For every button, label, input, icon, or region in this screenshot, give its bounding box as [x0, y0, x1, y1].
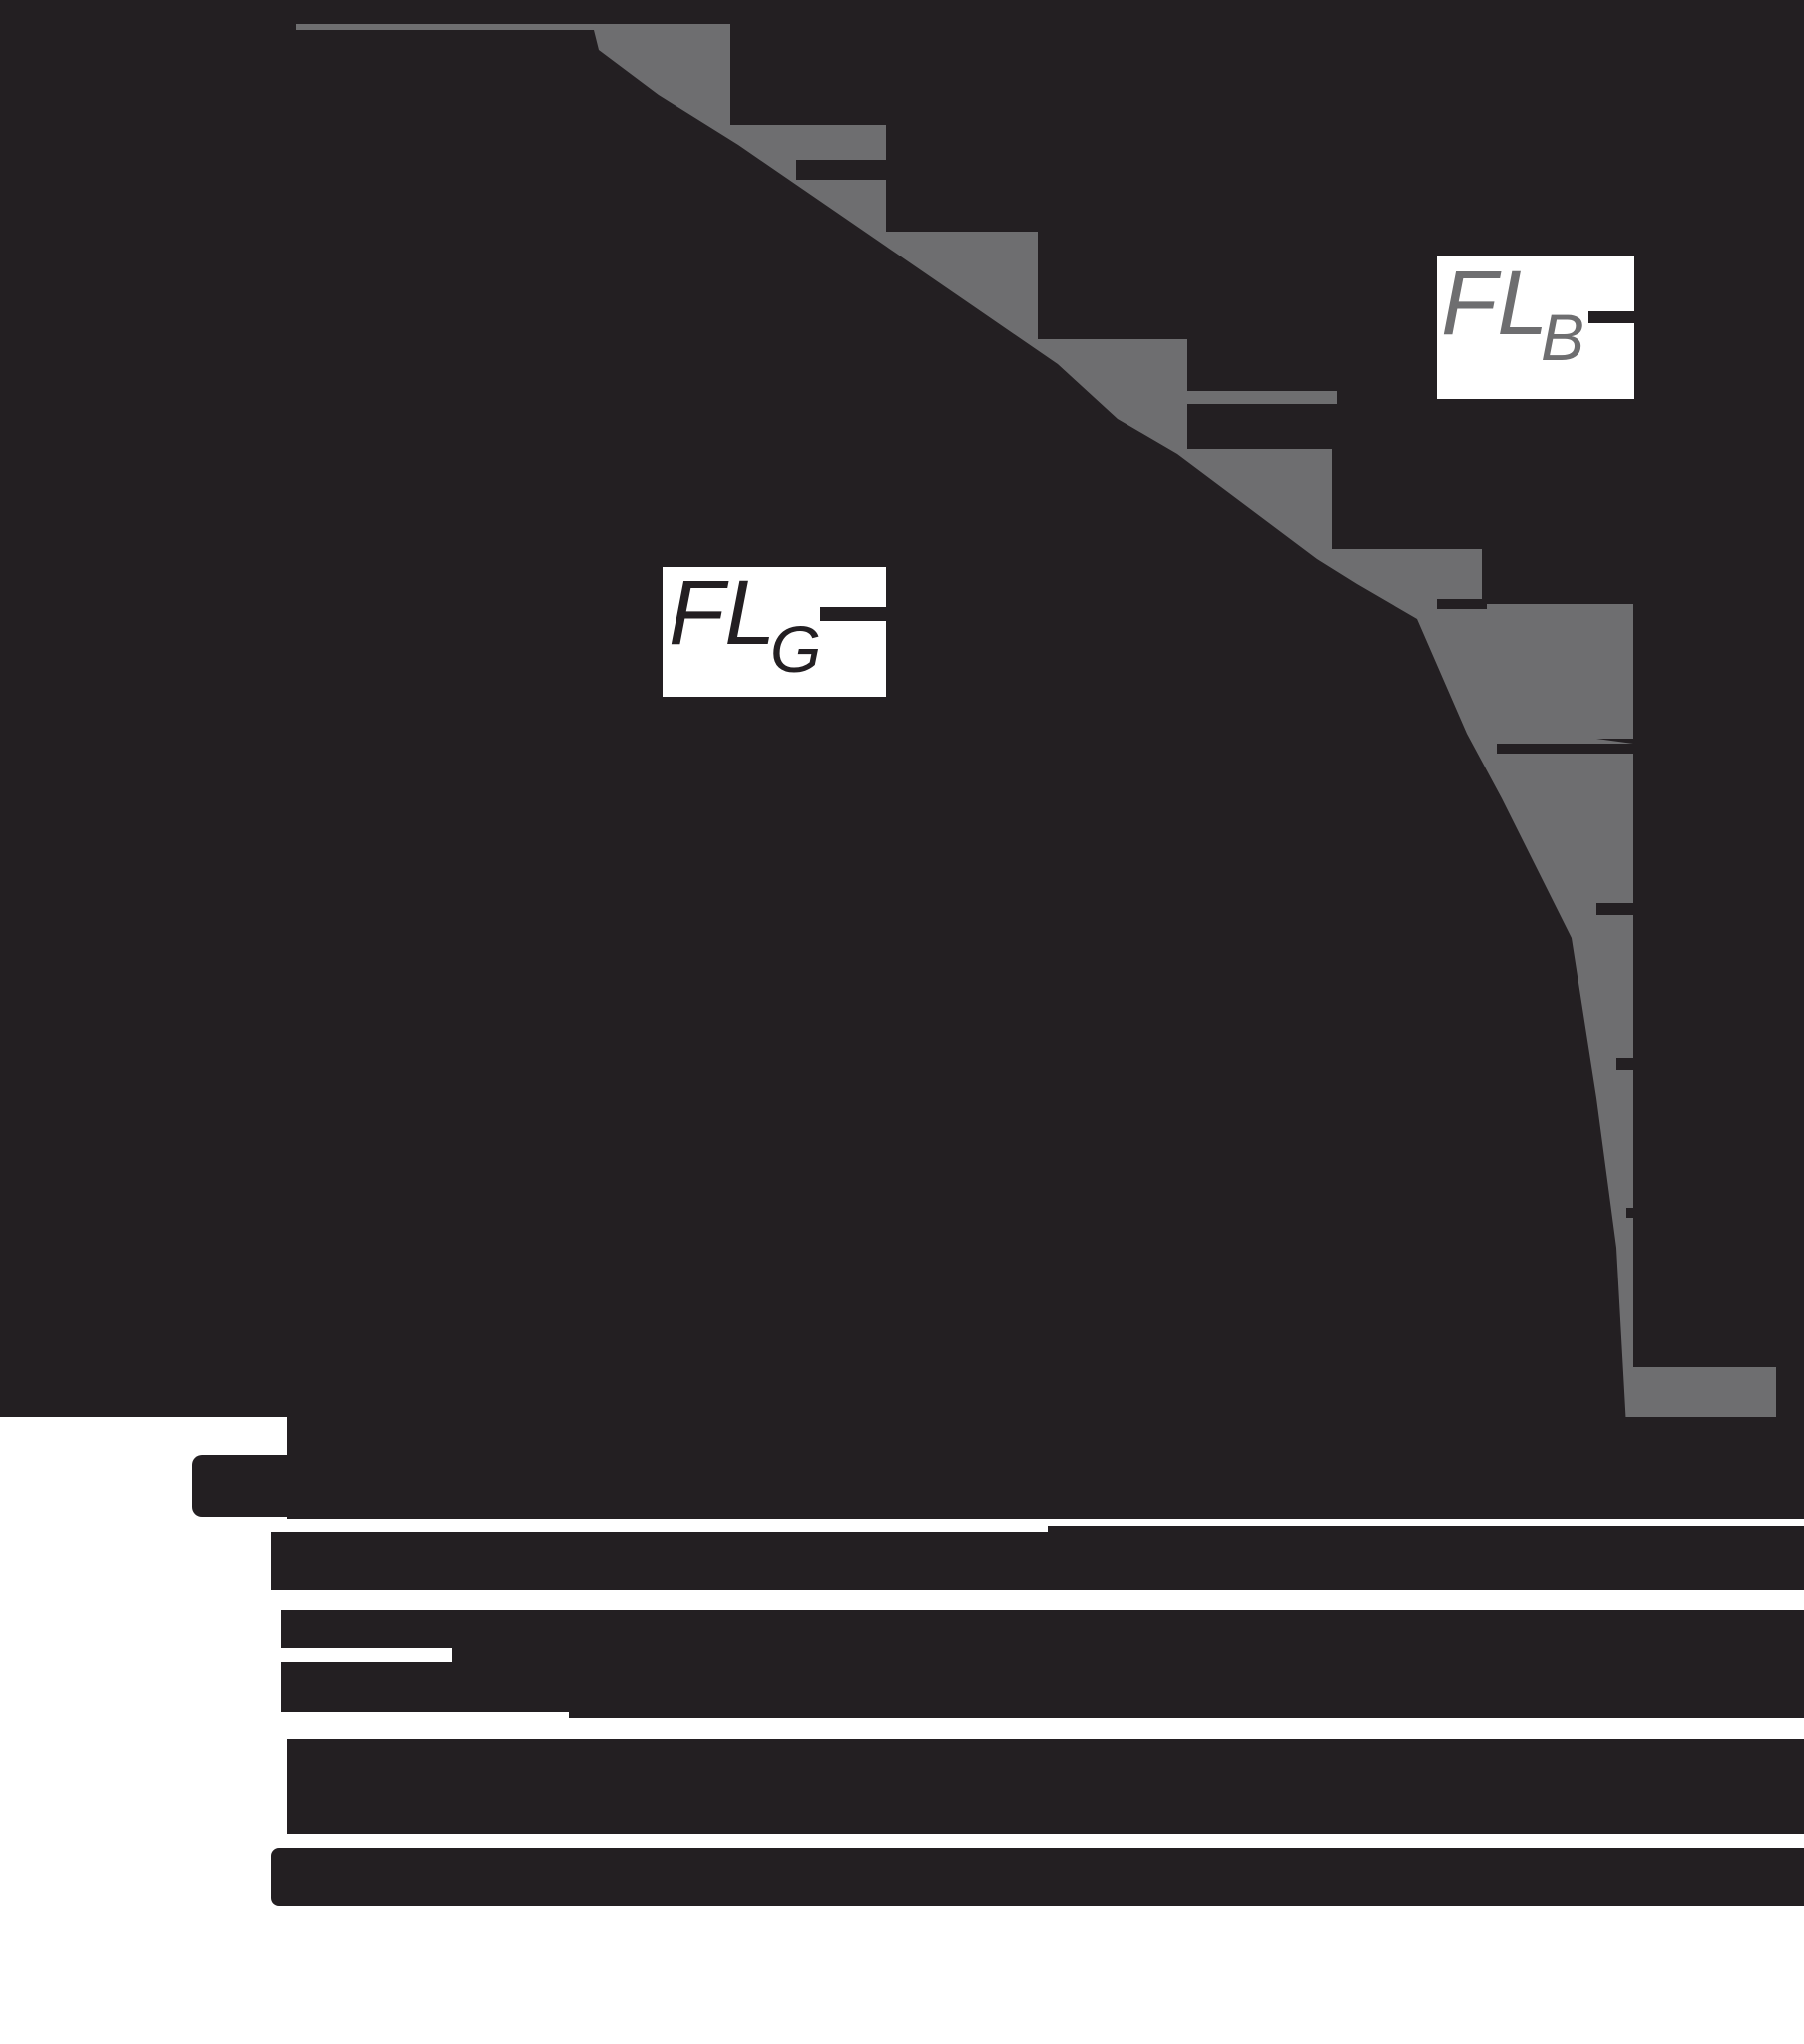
flg-label: FL	[669, 562, 776, 664]
obscured-row-3c	[287, 1648, 1804, 1662]
obscured-row-3b	[281, 1662, 1804, 1712]
obscured-row-5	[271, 1848, 1804, 1906]
step-notch	[1626, 1208, 1636, 1218]
step-notch	[1616, 1058, 1633, 1070]
flg-label-subscript: G	[770, 612, 822, 686]
obscured-row-3d	[569, 1712, 1804, 1718]
obscured-row-1b	[287, 1417, 1804, 1519]
step-notch	[1217, 409, 1337, 437]
flb-label-subscript: B	[1541, 300, 1585, 374]
left-margin-white	[0, 1417, 287, 2044]
obscured-row-2b	[1048, 1526, 1804, 1536]
obscured-row-1	[192, 1455, 291, 1517]
shaded-region	[594, 30, 1776, 1497]
obscured-row-2	[271, 1532, 1804, 1590]
step-notch	[796, 160, 886, 180]
frontier-chart	[296, 24, 1776, 1497]
flb-label-dash	[1588, 311, 1634, 323]
obscured-row-3-gap	[287, 1648, 452, 1662]
flg-label-dash	[820, 607, 886, 621]
flb-label: FL	[1441, 253, 1549, 354]
flb-top-segment	[296, 24, 730, 30]
step-notch	[1437, 599, 1487, 609]
obscured-row-3	[281, 1610, 1804, 1648]
flg-label-box	[663, 567, 886, 697]
step-notch	[1596, 903, 1633, 915]
flb-label-box	[1437, 256, 1634, 399]
step-notch	[1497, 744, 1633, 754]
obscured-row-4	[287, 1739, 1804, 1834]
